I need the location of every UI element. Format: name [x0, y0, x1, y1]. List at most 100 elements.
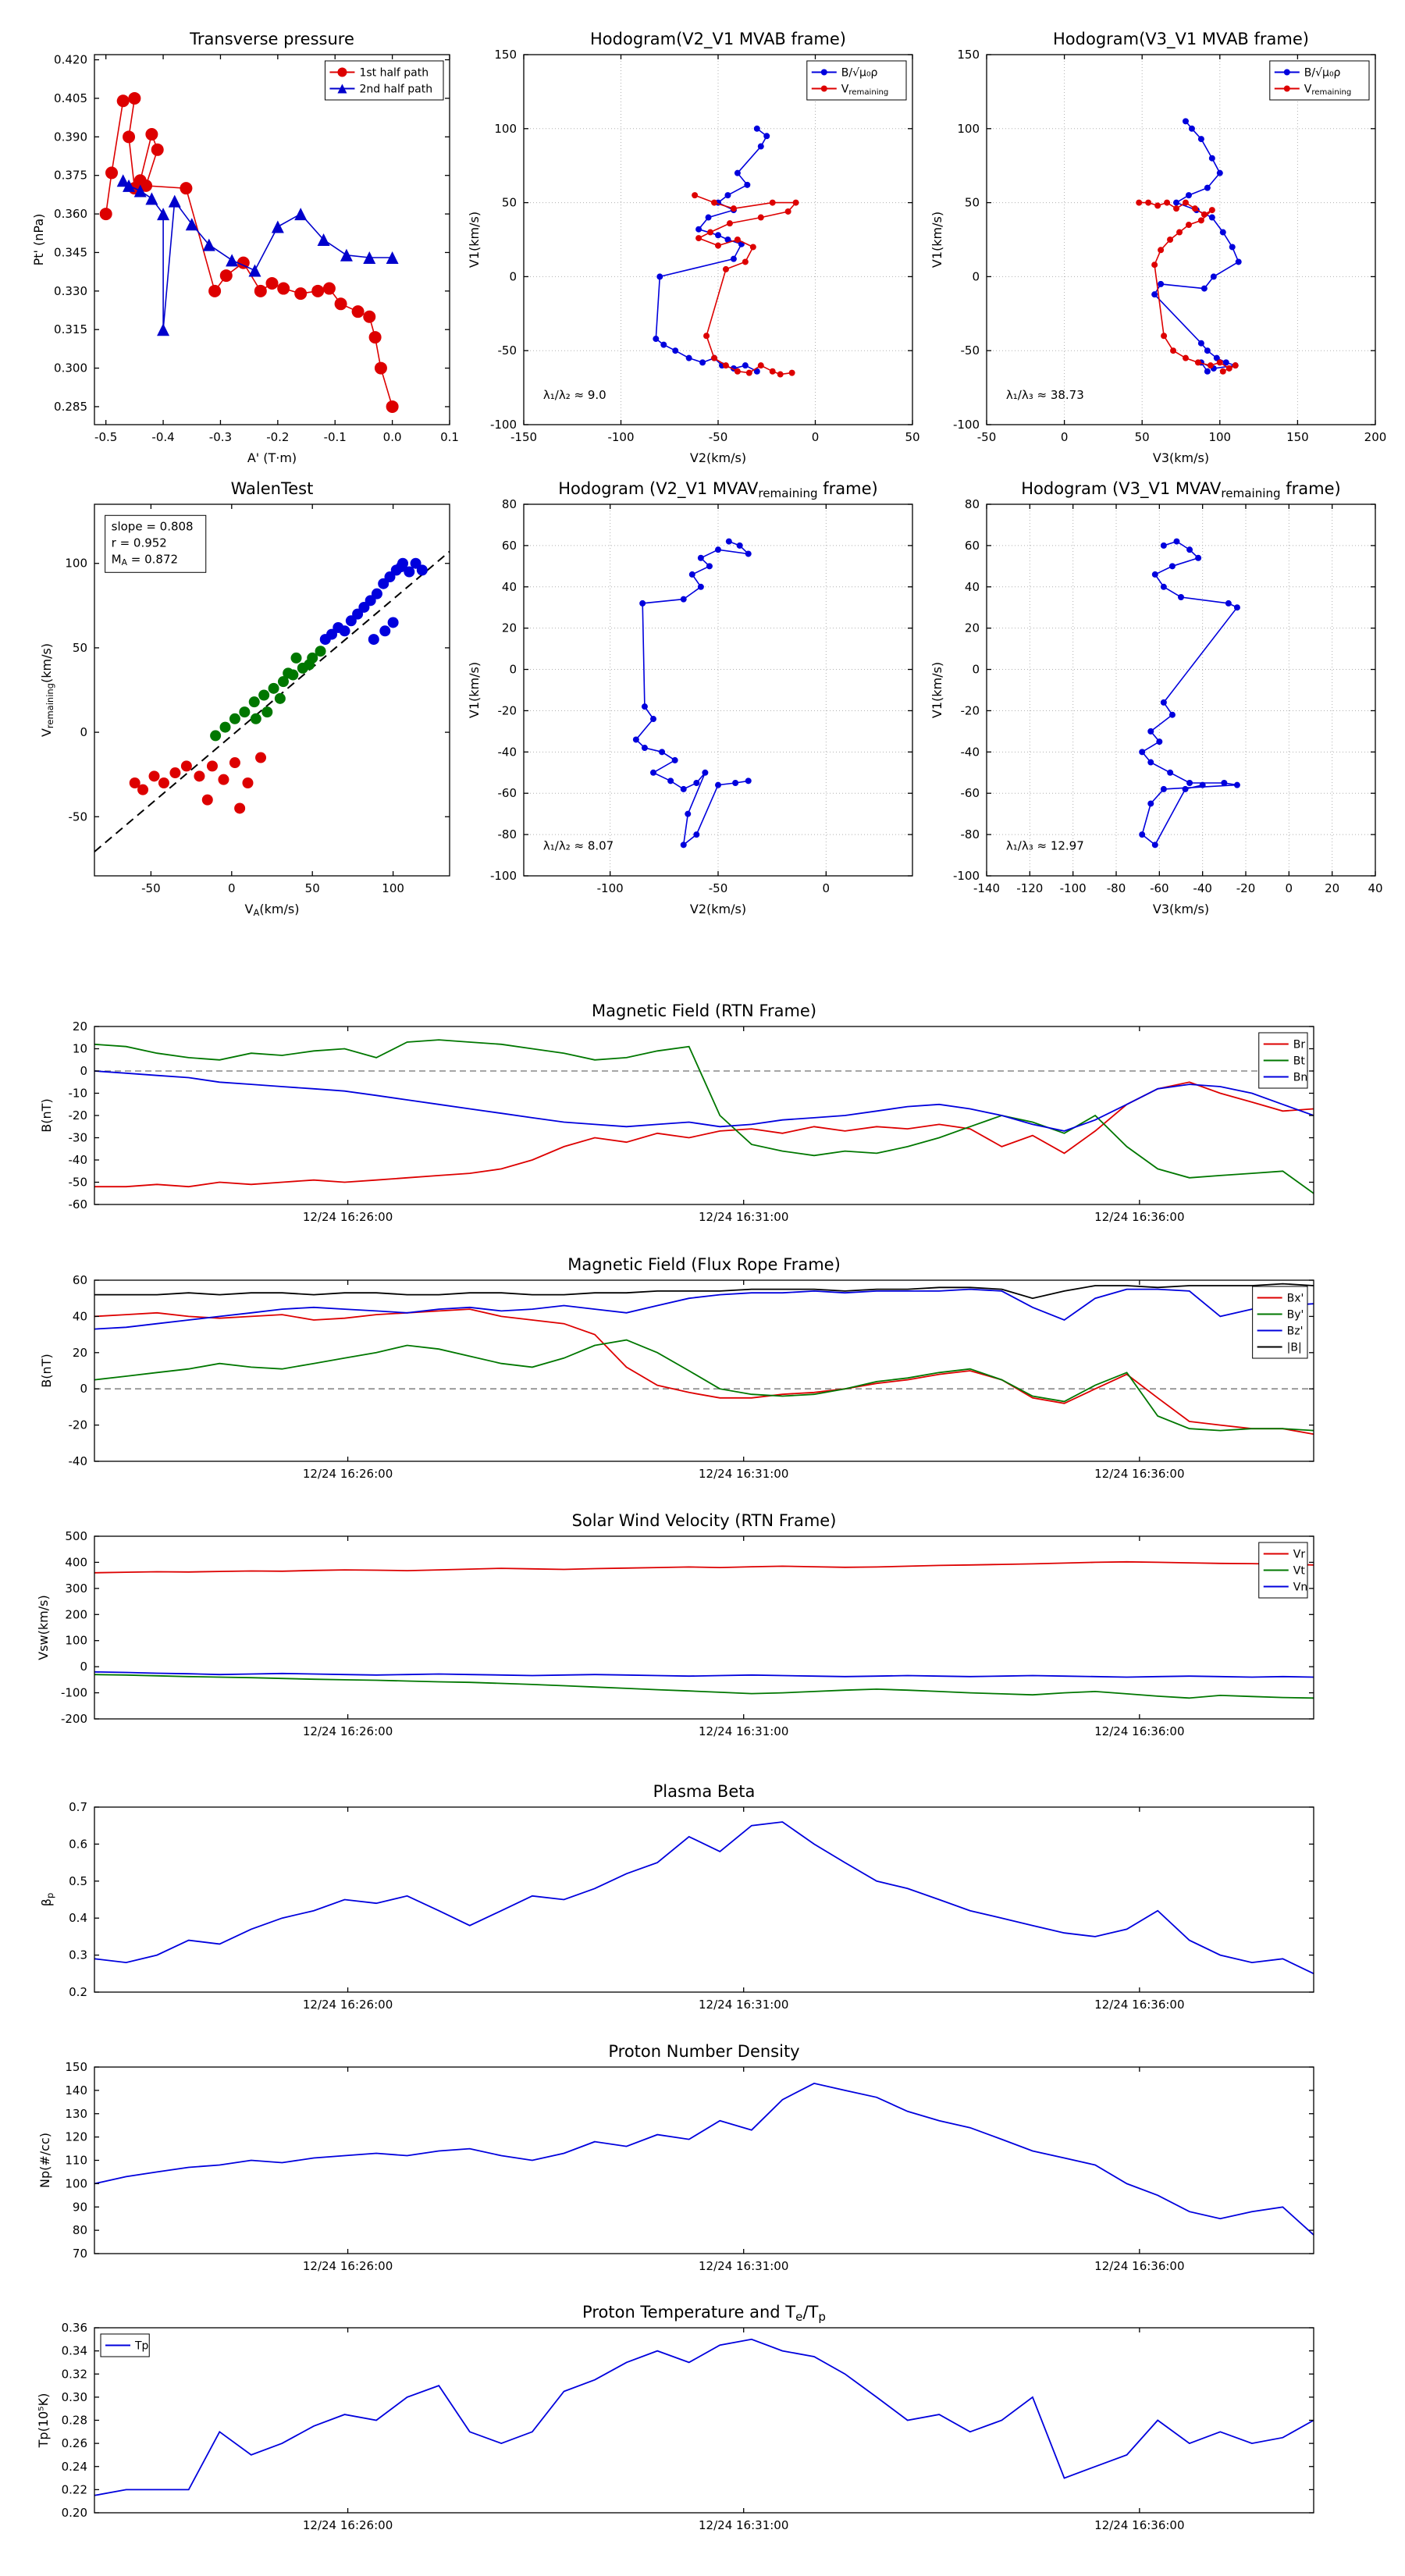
svg-text:λ₁/λ₃ ≈ 12.97: λ₁/λ₃ ≈ 12.97 [1006, 839, 1084, 853]
svg-text:50: 50 [1135, 430, 1150, 444]
svg-text:0.6: 0.6 [69, 1837, 87, 1851]
chart-proton-number-density: 12/24 16:26:00 12/24 16:31:00 12/24 16:36:… [37, 2042, 1314, 2273]
svg-text:0: 0 [823, 881, 831, 895]
svg-text:Solar Wind Velocity (RTN Frame: Solar Wind Velocity (RTN Frame) [572, 1511, 837, 1530]
svg-text:-50: -50 [141, 881, 161, 895]
svg-text:500: 500 [65, 1529, 87, 1543]
svg-text:12/24 16:36:00: 12/24 16:36:00 [1094, 1724, 1184, 1738]
svg-text:150: 150 [494, 48, 517, 62]
svg-text:2nd half path: 2nd half path [359, 84, 432, 96]
svg-text:80: 80 [73, 2223, 87, 2237]
svg-text:-50: -50 [69, 1176, 88, 1190]
svg-text:0.330: 0.330 [54, 284, 87, 298]
svg-text:-40: -40 [961, 745, 980, 759]
svg-text:60: 60 [965, 539, 980, 553]
svg-text:12/24 16:36:00: 12/24 16:36:00 [1094, 2518, 1184, 2532]
svg-text:-200: -200 [61, 1712, 87, 1726]
svg-text:-40: -40 [69, 1153, 88, 1167]
svg-text:0.4: 0.4 [69, 1911, 87, 1925]
svg-text:0.345: 0.345 [54, 245, 87, 259]
svg-text:Np(#/cc): Np(#/cc) [37, 2133, 52, 2188]
svg-text:-100: -100 [61, 1686, 87, 1700]
svg-text:Tp(10⁵K): Tp(10⁵K) [36, 2393, 51, 2449]
svg-text:0: 0 [972, 663, 980, 677]
svg-text:Magnetic Field (Flux Rope Fram: Magnetic Field (Flux Rope Frame) [567, 1255, 841, 1274]
svg-text:-100: -100 [607, 430, 634, 444]
svg-text:-80: -80 [1107, 881, 1126, 895]
svg-text:λ₁/λ₃ ≈ 38.73: λ₁/λ₃ ≈ 38.73 [1006, 388, 1084, 402]
svg-text:0.3: 0.3 [69, 1948, 87, 1962]
svg-text:-60: -60 [1150, 881, 1169, 895]
svg-text:Bt: Bt [1293, 1055, 1306, 1068]
svg-text:V2(km/s): V2(km/s) [690, 902, 746, 916]
svg-text:-40: -40 [498, 745, 518, 759]
svg-text:12/24 16:36:00: 12/24 16:36:00 [1094, 1467, 1184, 1481]
chart-hodogram-v3v1-mvab: -50 0 50 100 150 200 -100 -50 0 50 100 150 Hodogram(… [930, 30, 1386, 465]
svg-text:-150: -150 [510, 430, 537, 444]
svg-text:0: 0 [80, 725, 87, 739]
svg-text:50: 50 [73, 641, 87, 655]
svg-text:r = 0.952: r = 0.952 [112, 535, 167, 550]
svg-text:Proton Number Density: Proton Number Density [608, 2042, 799, 2061]
svg-text:0.36: 0.36 [62, 2321, 87, 2335]
chart-walen-test: -50 0 50 100 -50 0 50 100 WalenTest VA(km/s) Vrema… [39, 479, 450, 918]
svg-text:V3(km/s): V3(km/s) [1153, 450, 1209, 465]
chart-proton-temperature: 12/24 16:26:00 12/24 16:31:00 12/24 16:36:… [36, 2303, 1314, 2532]
svg-text:0.405: 0.405 [54, 91, 87, 105]
svg-text:-120: -120 [1016, 881, 1043, 895]
svg-text:By': By' [1287, 1309, 1304, 1322]
svg-text:-0.2: -0.2 [266, 430, 289, 444]
svg-text:Vremaining: Vremaining [841, 84, 889, 98]
svg-text:0: 0 [509, 663, 517, 677]
svg-text:VA(km/s): VA(km/s) [245, 902, 300, 918]
svg-text:0.2: 0.2 [69, 1985, 87, 1999]
svg-text:-50: -50 [498, 343, 518, 358]
svg-text:12/24 16:26:00: 12/24 16:26:00 [303, 1724, 393, 1738]
svg-text:12/24 16:26:00: 12/24 16:26:00 [303, 1467, 393, 1481]
svg-text:40: 40 [1368, 881, 1382, 895]
svg-text:12/24 16:31:00: 12/24 16:31:00 [699, 1998, 788, 2012]
svg-text:0.285: 0.285 [54, 400, 87, 414]
svg-text:-50: -50 [977, 430, 997, 444]
svg-text:0: 0 [1286, 881, 1293, 895]
svg-text:400: 400 [65, 1555, 87, 1569]
svg-text:120: 120 [65, 2130, 87, 2144]
svg-text:-80: -80 [498, 827, 518, 841]
svg-text:0.7: 0.7 [69, 1800, 87, 1814]
svg-text:-0.5: -0.5 [94, 430, 117, 444]
svg-text:-10: -10 [69, 1087, 88, 1101]
svg-text:-60: -60 [498, 786, 518, 800]
svg-text:0.0: 0.0 [383, 430, 402, 444]
svg-text:12/24 16:31:00: 12/24 16:31:00 [699, 1724, 788, 1738]
svg-text:20: 20 [965, 621, 980, 635]
svg-text:0.28: 0.28 [62, 2414, 87, 2428]
svg-text:12/24 16:31:00: 12/24 16:31:00 [699, 1210, 788, 1224]
svg-text:Plasma Beta: Plasma Beta [653, 1782, 756, 1801]
svg-text:-50: -50 [709, 430, 728, 444]
svg-text:0: 0 [972, 269, 980, 283]
chart-hodogram-v2v1-mvab: -150 -100 -50 0 50 -100 -50 0 50 100 150 Hodogram(V… [467, 30, 920, 465]
svg-text:-50: -50 [69, 809, 88, 824]
svg-text:Hodogram(V3_V1 MVAB frame): Hodogram(V3_V1 MVAB frame) [1053, 30, 1309, 49]
svg-text:0: 0 [80, 1064, 87, 1078]
svg-text:-50: -50 [961, 343, 980, 358]
svg-text:-100: -100 [953, 869, 980, 883]
svg-text:110: 110 [65, 2154, 87, 2168]
svg-text:0.34: 0.34 [62, 2344, 87, 2358]
svg-text:Magnetic Field (RTN Frame): Magnetic Field (RTN Frame) [592, 1002, 816, 1020]
svg-text:100: 100 [65, 1634, 87, 1648]
svg-text:130: 130 [65, 2107, 87, 2121]
svg-text:-0.1: -0.1 [324, 430, 347, 444]
svg-text:-60: -60 [961, 786, 980, 800]
svg-text:200: 200 [65, 1607, 87, 1621]
svg-text:Vremaining(km/s): Vremaining(km/s) [39, 643, 55, 737]
svg-text:0.30: 0.30 [62, 2390, 87, 2404]
svg-text:Hodogram(V2_V1 MVAB frame): Hodogram(V2_V1 MVAB frame) [590, 30, 846, 49]
svg-text:-40: -40 [69, 1454, 88, 1468]
svg-text:-0.4: -0.4 [151, 430, 174, 444]
svg-text:MA = 0.872: MA = 0.872 [112, 552, 178, 568]
svg-text:300: 300 [65, 1582, 87, 1596]
svg-text:Bz': Bz' [1287, 1325, 1304, 1338]
svg-text:0: 0 [80, 1382, 87, 1396]
svg-text:B(nT): B(nT) [39, 1098, 54, 1132]
